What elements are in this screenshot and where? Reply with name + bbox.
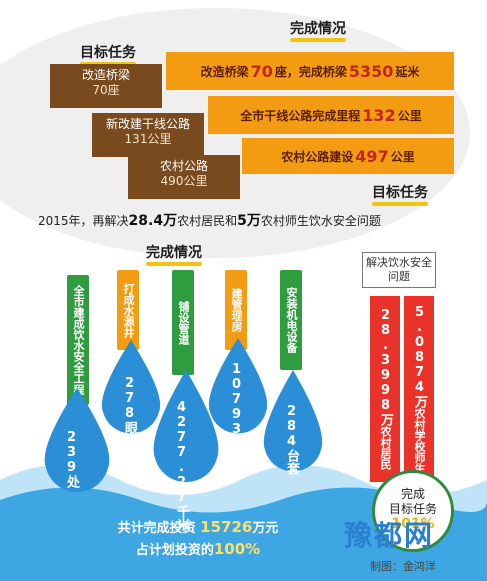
red-bar-villagers: 28.3998万农村居民 bbox=[370, 296, 400, 482]
value-houses: 10793平方米 bbox=[229, 362, 244, 476]
investment-summary: 共计完成投资 15726万元 占计划投资的100% bbox=[117, 518, 279, 558]
goal-rural-roads: 农村公路 490公里 bbox=[128, 155, 240, 199]
water-summary: 2015年，再解决28.4万农村居民和5万农村师生饮水安全问题 bbox=[38, 213, 381, 229]
value-equipment: 284台套 bbox=[284, 404, 299, 475]
goal-trunk-roads: 新改建干线公路 131公里 bbox=[92, 113, 204, 157]
water-results-header: 完成情况 bbox=[146, 242, 202, 266]
water-goals-header: 目标任务 bbox=[372, 182, 428, 206]
goals-header: 目标任务 bbox=[80, 42, 136, 66]
side-label: 解决饮水安全问题 bbox=[362, 252, 436, 288]
label-bar-projects: 全市建成饮水安全工程 bbox=[67, 275, 89, 405]
label-bar-houses: 建管理房 bbox=[225, 270, 247, 350]
label-bar-pipes: 铺设管道 bbox=[172, 270, 194, 375]
goal-bridges: 改造桥梁 70座 bbox=[50, 64, 162, 108]
label-bar-equipment: 安装机电设备 bbox=[280, 270, 302, 370]
result-bridges: 改造桥梁 70 座，完成桥梁 5350 延米 bbox=[166, 52, 454, 90]
drop-houses bbox=[208, 338, 268, 434]
value-projects: 239处 bbox=[64, 430, 79, 488]
drop-projects bbox=[44, 388, 110, 493]
drop-pipes bbox=[153, 370, 219, 483]
value-wells: 278眼 bbox=[122, 376, 137, 434]
completion-badge: 完成 目标任务 101% bbox=[372, 470, 454, 552]
drop-wells bbox=[101, 340, 161, 434]
result-rural-roads: 农村公路建设 497 公里 bbox=[242, 138, 454, 174]
water-waves bbox=[0, 465, 487, 581]
label-bar-wells: 打成水源井 bbox=[117, 270, 139, 350]
credit-line: 制图：金鸿洋 bbox=[370, 560, 436, 573]
site-logo: 豫都网 bbox=[344, 519, 435, 552]
red-bar-students: 5.0874万农村学校师生 bbox=[404, 296, 434, 482]
results-header: 完成情况 bbox=[290, 18, 346, 42]
value-pipes: 4277.27千米 bbox=[174, 400, 189, 531]
drop-equipment bbox=[263, 370, 323, 472]
result-trunk-roads: 全市干线公路完成里程 132 公里 bbox=[208, 96, 454, 134]
